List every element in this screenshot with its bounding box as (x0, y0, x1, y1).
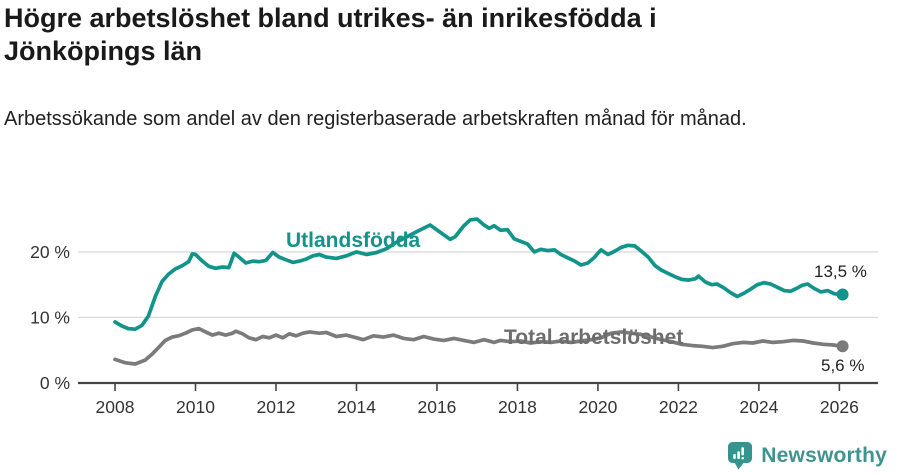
x-tick-label: 2026 (820, 397, 859, 417)
series-label-total-arbetsloshet: Total arbetslöshet (504, 326, 684, 349)
x-tick-label: 2020 (578, 397, 617, 417)
series-label-utlandsfodda: Utlandsfödda (286, 229, 421, 252)
series-end-dot-0 (836, 288, 849, 301)
series-end-dot-1 (836, 340, 849, 353)
end-value-label-utlandsfodda: 13,5 % (814, 262, 867, 281)
x-tick-label: 2024 (739, 397, 778, 417)
y-tick-label: 20 % (30, 242, 70, 262)
x-tick-label: 2010 (176, 397, 215, 417)
x-tick-label: 2008 (96, 397, 135, 417)
chart-title: Högre arbetslöshet bland utrikes- än inr… (4, 3, 657, 66)
y-tick-label: 10 % (30, 307, 70, 327)
newsworthy-brand: Newsworthy (727, 441, 887, 470)
newsworthy-brand-text: Newsworthy (761, 443, 887, 467)
x-tick-label: 2014 (337, 397, 376, 417)
newsworthy-logo-icon (727, 441, 753, 470)
end-value-label-total-arbetsloshet: 5,6 % (821, 356, 865, 375)
x-tick-label: 2016 (417, 397, 456, 417)
x-tick-label: 2022 (659, 397, 698, 417)
chart-subtitle: Arbetssökande som andel av den registerb… (4, 108, 747, 130)
series-line-0 (113, 217, 845, 332)
y-tick-label: 0 % (40, 373, 70, 393)
x-tick-label: 2012 (257, 397, 296, 417)
x-tick-label: 2018 (498, 397, 537, 417)
series-line-1 (113, 326, 845, 366)
